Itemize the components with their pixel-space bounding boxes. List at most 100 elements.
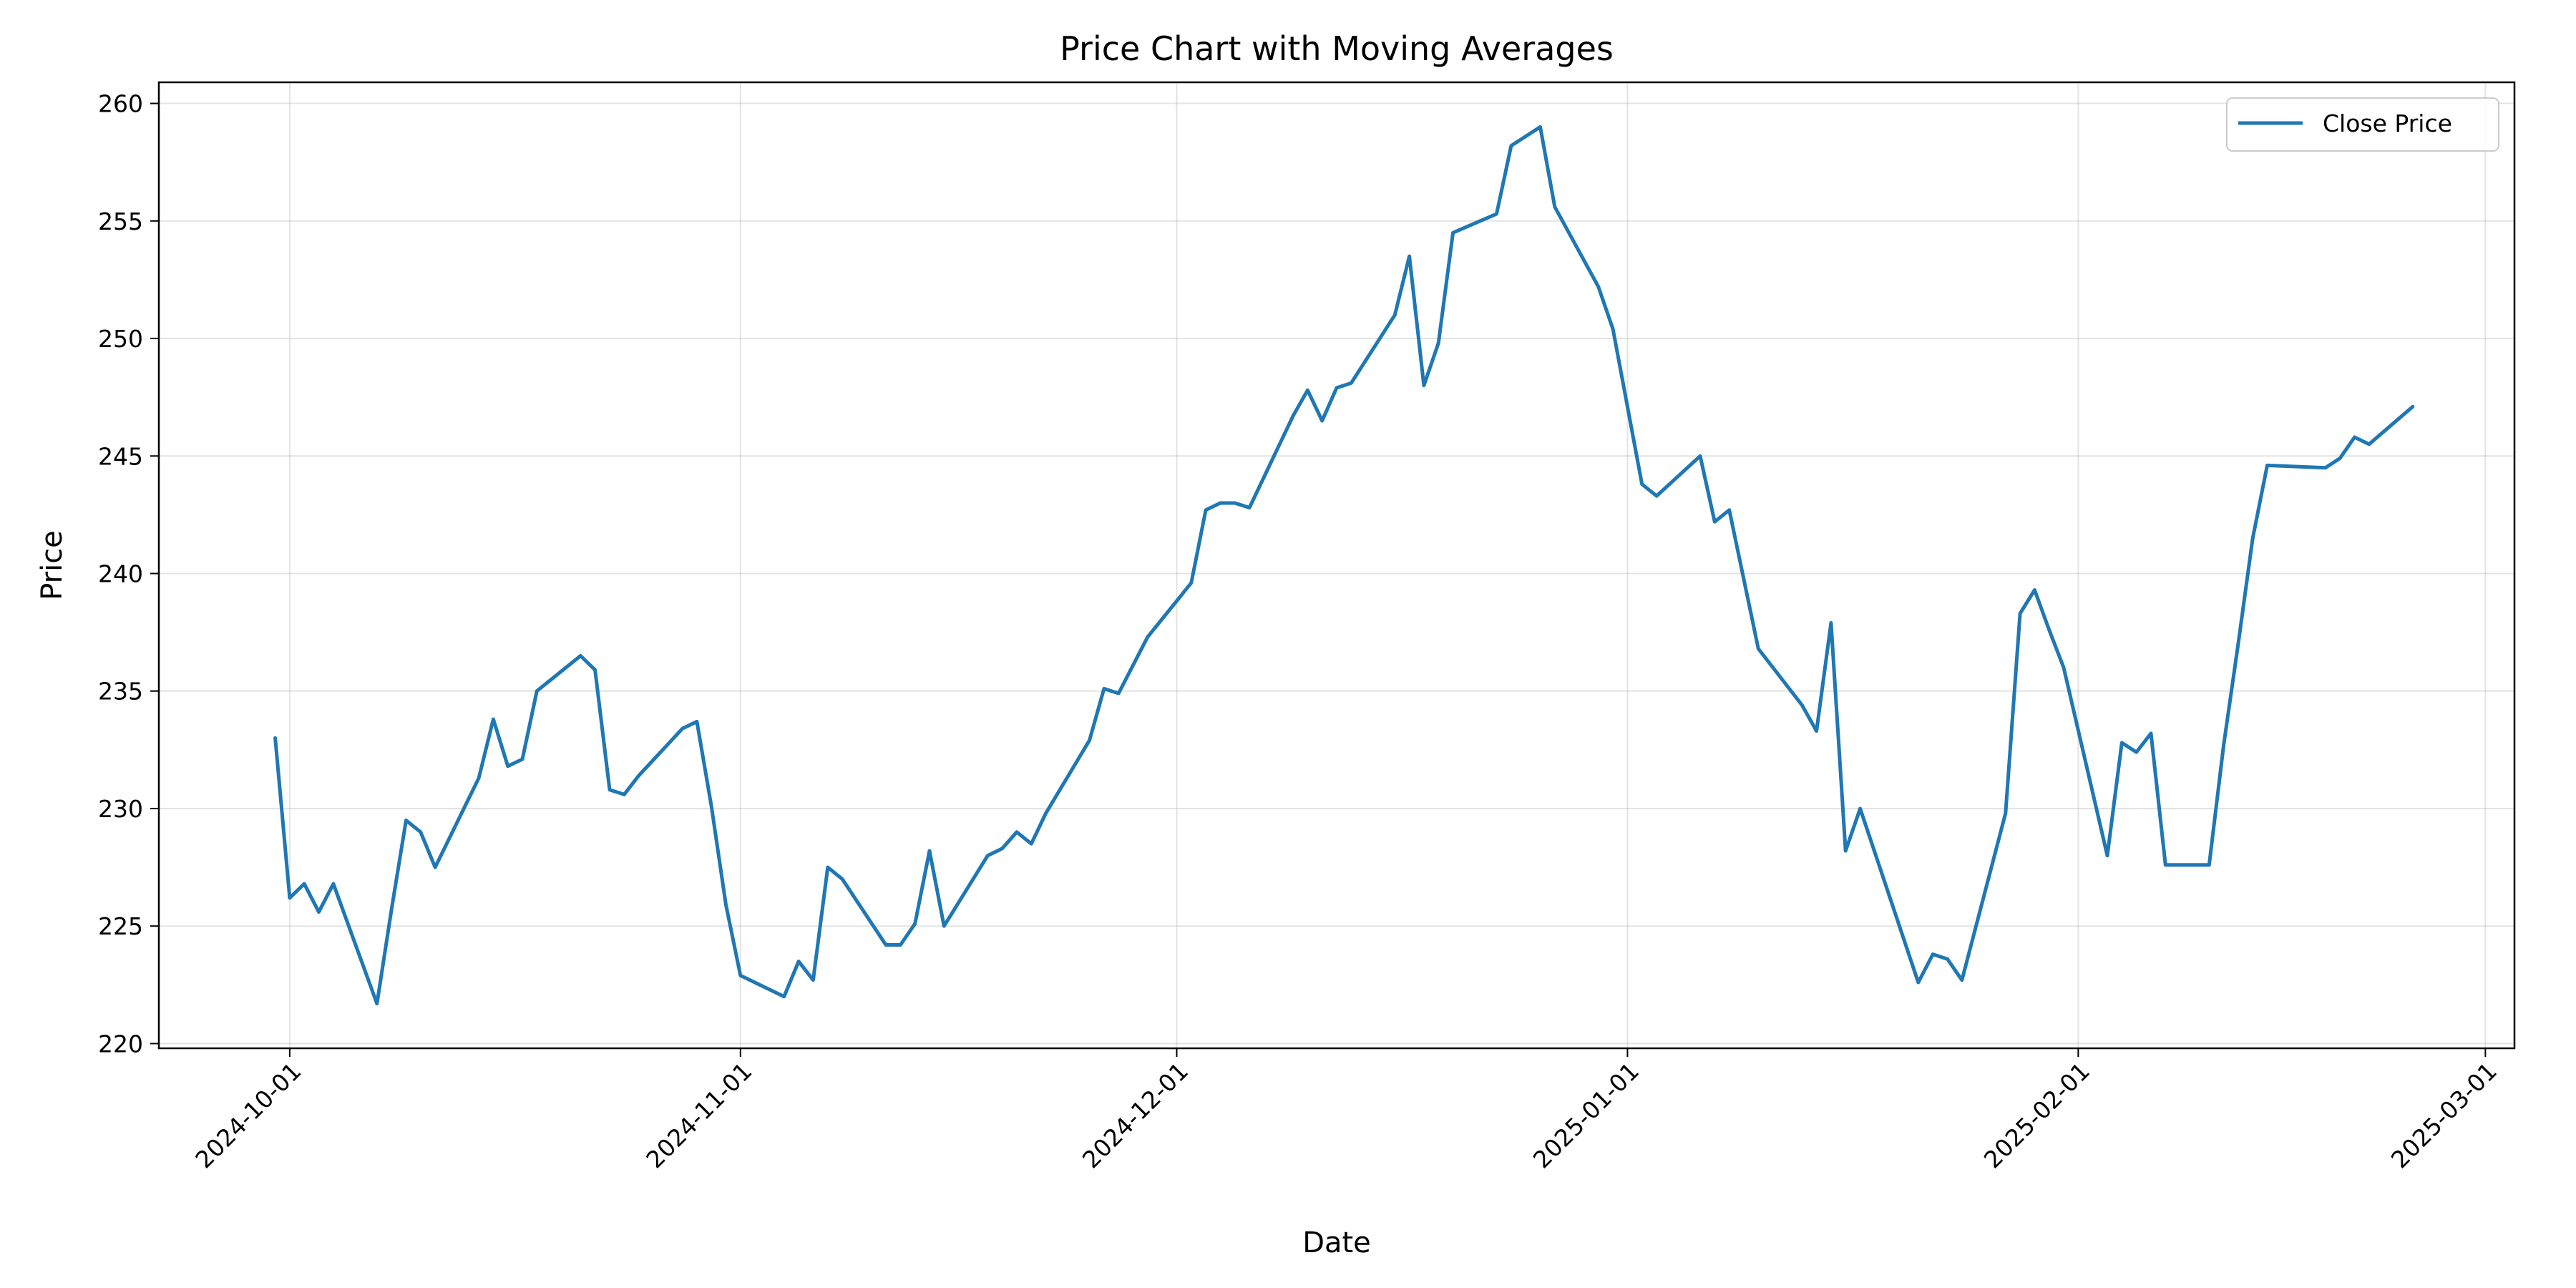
data-point-30 bbox=[882, 941, 890, 950]
data-point-25 bbox=[780, 992, 789, 1001]
data-point-11 bbox=[489, 715, 497, 723]
data-point-7 bbox=[402, 816, 411, 824]
data-point-61 bbox=[1536, 122, 1545, 131]
data-point-50 bbox=[1303, 386, 1312, 394]
data-point-3 bbox=[315, 908, 323, 917]
data-point-91 bbox=[2220, 741, 2228, 749]
data-point-6 bbox=[387, 905, 396, 914]
data-point-42 bbox=[1114, 689, 1123, 698]
data-point-59 bbox=[1493, 210, 1501, 218]
data-point-69 bbox=[1725, 506, 1734, 514]
legend: Close Price bbox=[2226, 97, 2499, 152]
data-point-86 bbox=[2117, 738, 2126, 747]
data-point-63 bbox=[1594, 283, 1603, 291]
data-point-82 bbox=[2030, 586, 2039, 595]
data-point-31 bbox=[896, 941, 904, 950]
y-tick-label-8: 260 bbox=[98, 90, 143, 118]
data-point-38 bbox=[1027, 839, 1035, 848]
data-point-37 bbox=[1013, 828, 1021, 836]
data-point-85 bbox=[2103, 852, 2112, 860]
data-point-71 bbox=[1797, 701, 1806, 709]
data-point-1 bbox=[286, 894, 294, 902]
data-point-34 bbox=[940, 922, 948, 930]
y-tick-label-4: 240 bbox=[98, 560, 143, 587]
y-tick-label-0: 220 bbox=[98, 1030, 143, 1058]
data-point-55 bbox=[1405, 252, 1414, 260]
data-point-70 bbox=[1754, 645, 1762, 653]
data-point-67 bbox=[1696, 452, 1704, 460]
y-axis: 220 225 230 235 240 245 250 255 260 bbox=[98, 90, 159, 1058]
data-point-89 bbox=[2161, 861, 2170, 869]
data-point-81 bbox=[2016, 609, 2024, 618]
data-point-72 bbox=[1813, 727, 1821, 736]
data-point-74 bbox=[1841, 847, 1850, 855]
data-point-95 bbox=[2321, 464, 2330, 472]
data-point-35 bbox=[983, 852, 992, 860]
data-point-10 bbox=[474, 774, 483, 782]
data-point-44 bbox=[1187, 579, 1196, 587]
data-point-99 bbox=[2409, 402, 2417, 411]
data-point-49 bbox=[1289, 411, 1297, 420]
data-point-53 bbox=[1347, 379, 1355, 387]
data-point-76 bbox=[1914, 978, 1923, 987]
data-point-16 bbox=[591, 665, 600, 674]
data-point-14 bbox=[532, 687, 541, 696]
data-point-41 bbox=[1100, 684, 1108, 693]
data-point-33 bbox=[925, 847, 934, 855]
data-point-64 bbox=[1609, 325, 1617, 333]
chart-title: Price Chart with Moving Averages bbox=[1060, 29, 1614, 68]
data-point-87 bbox=[2132, 748, 2141, 756]
y-tick-label-6: 250 bbox=[98, 325, 143, 353]
data-point-29 bbox=[838, 875, 847, 884]
series-layer bbox=[273, 122, 2417, 1006]
y-tick-label-2: 230 bbox=[98, 795, 143, 823]
data-point-65 bbox=[1638, 480, 1646, 489]
data-point-75 bbox=[1856, 804, 1865, 813]
data-point-12 bbox=[504, 762, 512, 771]
data-point-26 bbox=[794, 957, 803, 966]
data-point-78 bbox=[1943, 955, 1952, 963]
data-point-92 bbox=[2234, 640, 2243, 648]
data-point-24 bbox=[736, 971, 745, 980]
data-point-13 bbox=[518, 755, 527, 763]
grid bbox=[159, 82, 2514, 1048]
data-point-40 bbox=[1085, 736, 1094, 745]
data-point-21 bbox=[693, 717, 701, 726]
data-point-27 bbox=[809, 976, 817, 985]
data-point-62 bbox=[1551, 203, 1559, 211]
data-point-39 bbox=[1042, 809, 1050, 818]
data-point-36 bbox=[998, 844, 1007, 853]
data-point-83 bbox=[2045, 625, 2054, 634]
data-point-45 bbox=[1201, 506, 1210, 514]
data-point-96 bbox=[2336, 454, 2344, 463]
data-point-60 bbox=[1507, 142, 1516, 150]
data-point-20 bbox=[678, 724, 687, 733]
data-point-43 bbox=[1143, 633, 1152, 641]
x-axis-title: Date bbox=[1302, 1226, 1371, 1259]
data-point-9 bbox=[431, 863, 439, 872]
plot-frame bbox=[157, 81, 2516, 1050]
data-point-93 bbox=[2248, 534, 2257, 542]
y-tick-label-1: 225 bbox=[98, 912, 143, 940]
data-point-84 bbox=[2059, 663, 2068, 672]
data-point-22 bbox=[707, 802, 716, 811]
data-point-52 bbox=[1332, 384, 1341, 392]
data-point-28 bbox=[824, 863, 832, 872]
data-point-48 bbox=[1245, 504, 1254, 512]
data-point-90 bbox=[2205, 861, 2213, 869]
data-point-66 bbox=[1652, 492, 1661, 500]
y-tick-label-5: 245 bbox=[98, 442, 143, 470]
data-point-15 bbox=[576, 652, 585, 660]
data-point-73 bbox=[1827, 619, 1835, 628]
data-point-51 bbox=[1318, 416, 1327, 425]
series-line-close-price bbox=[273, 125, 2415, 1006]
data-point-98 bbox=[2365, 440, 2373, 449]
data-point-94 bbox=[2263, 461, 2272, 469]
y-axis-title: Price bbox=[36, 530, 69, 600]
data-point-2 bbox=[300, 879, 308, 888]
data-point-23 bbox=[722, 901, 731, 909]
data-point-4 bbox=[329, 879, 338, 888]
data-point-54 bbox=[1390, 311, 1399, 319]
data-point-56 bbox=[1420, 381, 1428, 390]
